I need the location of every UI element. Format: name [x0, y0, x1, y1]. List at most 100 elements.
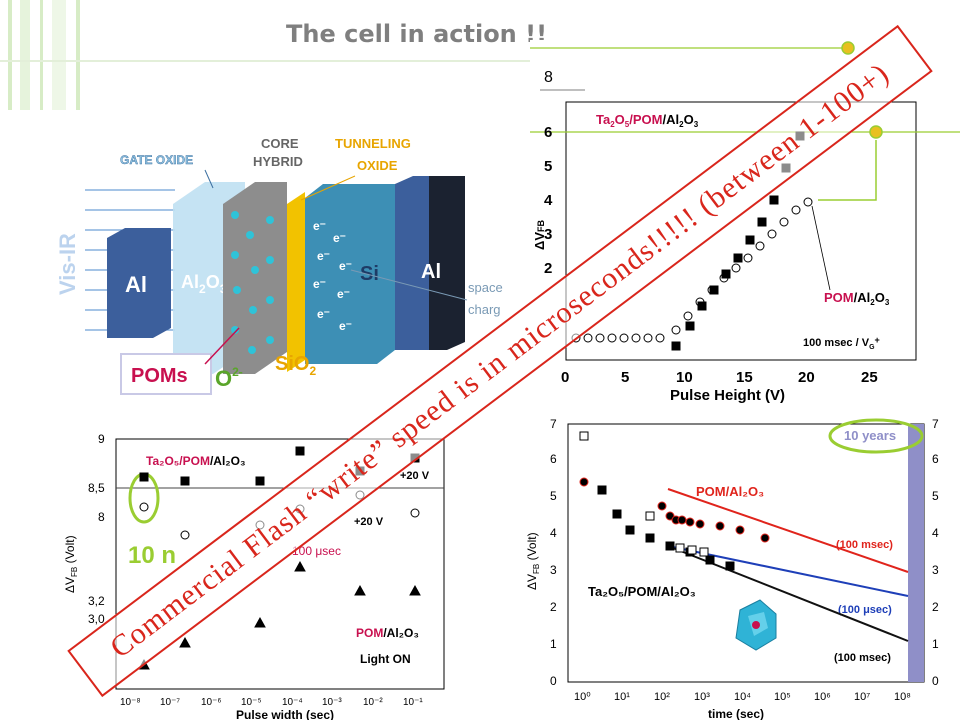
- y-ticks-bottom: 3,2 3,0: [88, 594, 105, 626]
- data-point: [179, 636, 191, 648]
- svg-text:5: 5: [550, 489, 557, 503]
- svg-text:0: 0: [932, 674, 939, 688]
- data-point: [583, 333, 593, 343]
- data-point: [294, 560, 306, 572]
- data-point: [685, 517, 695, 527]
- data-point: [607, 333, 617, 343]
- svg-text:10⁻⁵: 10⁻⁵: [241, 697, 262, 708]
- y-ticks: 6 5 4 3 2: [544, 124, 553, 277]
- data-point: [139, 472, 149, 482]
- svg-text:6: 6: [932, 452, 939, 466]
- data-point: [671, 325, 681, 335]
- label-100usec-blue: (100 μsec): [838, 604, 892, 616]
- svg-text:6: 6: [550, 452, 557, 466]
- data-point: [725, 561, 735, 571]
- svg-text:10: 10: [676, 369, 693, 386]
- svg-text:e⁻: e⁻: [333, 231, 346, 245]
- data-point: [645, 511, 655, 521]
- sio2-layer: [287, 192, 305, 372]
- data-point: [643, 333, 653, 343]
- ten-years-label: 10 years: [844, 428, 896, 443]
- svg-text:10⁻⁷: 10⁻⁷: [160, 697, 180, 708]
- svg-text:10³: 10³: [694, 691, 710, 703]
- svg-text:e⁻: e⁻: [313, 277, 326, 291]
- svg-text:8: 8: [98, 510, 105, 524]
- al-right-back: [429, 176, 465, 350]
- legend-ta2o5: Ta2O5/POM/Al2O3: [596, 112, 699, 129]
- note-label: 100 msec / VG+: [803, 335, 880, 351]
- ten-years-ellipse: [828, 418, 924, 454]
- ten-years-band: [908, 424, 924, 682]
- y-ticks-right: 0 1 2 3 4 5 6 7: [932, 417, 939, 688]
- data-point: [685, 321, 695, 331]
- svg-text:10⁻⁶: 10⁻⁶: [201, 697, 222, 708]
- svg-text:10²: 10²: [654, 691, 670, 703]
- svg-text:5: 5: [932, 489, 939, 503]
- series-ta-label: Ta₂O₅/POM/Al₂O₃: [588, 584, 696, 599]
- data-point: [743, 253, 753, 263]
- tunneling-label-1: TUNNELING: [335, 136, 411, 151]
- legend-pom: POM/Al₂O₃: [356, 626, 419, 640]
- svg-text:e⁻: e⁻: [317, 249, 330, 263]
- svg-text:5: 5: [544, 158, 552, 175]
- x-axis-label: Pulse width (sec): [236, 708, 334, 720]
- data-point: [687, 545, 697, 555]
- data-point: [612, 509, 622, 519]
- data-point: [625, 525, 635, 535]
- vis-ir-label: Vis-IR: [55, 233, 80, 295]
- data-point: [665, 541, 675, 551]
- data-point: [677, 515, 687, 525]
- cell-diagram: Vis-IR Al Al2O3 e⁻e⁻ e⁻e⁻ e⁻e⁻ e: [55, 120, 525, 410]
- chart-retention: 10 years 0 1 2 3 4 5 6 7 0 1 2 3 4 5 6 7…: [520, 410, 960, 721]
- svg-text:10⁷: 10⁷: [854, 691, 870, 703]
- svg-text:3: 3: [550, 563, 557, 577]
- cell-diagram-svg: Vis-IR Al Al2O3 e⁻e⁻ e⁻e⁻ e⁻e⁻ e: [55, 136, 503, 395]
- marker-mid: [869, 125, 883, 139]
- data-point: [733, 253, 743, 263]
- svg-text:25: 25: [861, 369, 878, 386]
- svg-text:3,0: 3,0: [88, 612, 105, 626]
- data-point: [595, 333, 605, 343]
- electrons: e⁻e⁻ e⁻e⁻ e⁻e⁻ e⁻e⁻: [313, 219, 352, 333]
- x-axis-label: time (sec): [708, 707, 764, 720]
- label-100msec-red: (100 msec): [836, 539, 893, 551]
- data-point: [675, 543, 685, 553]
- svg-text:20: 20: [798, 369, 815, 386]
- marker-top: [841, 41, 855, 55]
- svg-text:e⁻: e⁻: [317, 307, 330, 321]
- svg-text:10⁻³: 10⁻³: [322, 697, 342, 708]
- svg-text:7: 7: [550, 417, 557, 431]
- svg-text:7: 7: [932, 417, 939, 431]
- data-point: [779, 217, 789, 227]
- x-ticks: 0 5 10 15 20 25: [561, 369, 878, 386]
- svg-text:e⁻: e⁻: [339, 319, 352, 333]
- annot-100usec: 100 μsec: [292, 544, 341, 558]
- data-point: [699, 547, 709, 557]
- label-100msec-black: (100 msec): [834, 652, 891, 664]
- y-axis-label: ΔVFB (Volt): [525, 532, 541, 590]
- data-point: [767, 229, 777, 239]
- data-point: [354, 584, 366, 596]
- svg-text:3,2: 3,2: [88, 594, 105, 608]
- data-point: [597, 485, 607, 495]
- data-point: [579, 477, 589, 487]
- data-point: [695, 519, 705, 529]
- o2-label: O2-: [215, 365, 243, 391]
- data-point: [769, 195, 779, 205]
- svg-text:10⁵: 10⁵: [774, 691, 791, 703]
- legend-ta2o5: Ta₂O₅/POM/Al₂O₃: [146, 454, 246, 468]
- data-point: [295, 446, 305, 456]
- pom-clusters: [231, 211, 274, 354]
- svg-text:2: 2: [550, 600, 557, 614]
- svg-text:10⁻¹: 10⁻¹: [403, 697, 423, 708]
- svg-text:10⁻²: 10⁻²: [363, 697, 383, 708]
- y-ticks-top: 9 8,5 8: [88, 432, 105, 524]
- svg-text:4: 4: [550, 526, 557, 540]
- trend-red: [667, 488, 909, 573]
- svg-text:4: 4: [932, 526, 939, 540]
- data-point: [731, 263, 741, 273]
- data-point: [715, 521, 725, 531]
- data-point: [697, 301, 707, 311]
- svg-text:10⁴: 10⁴: [734, 691, 751, 703]
- data-points: [579, 431, 770, 571]
